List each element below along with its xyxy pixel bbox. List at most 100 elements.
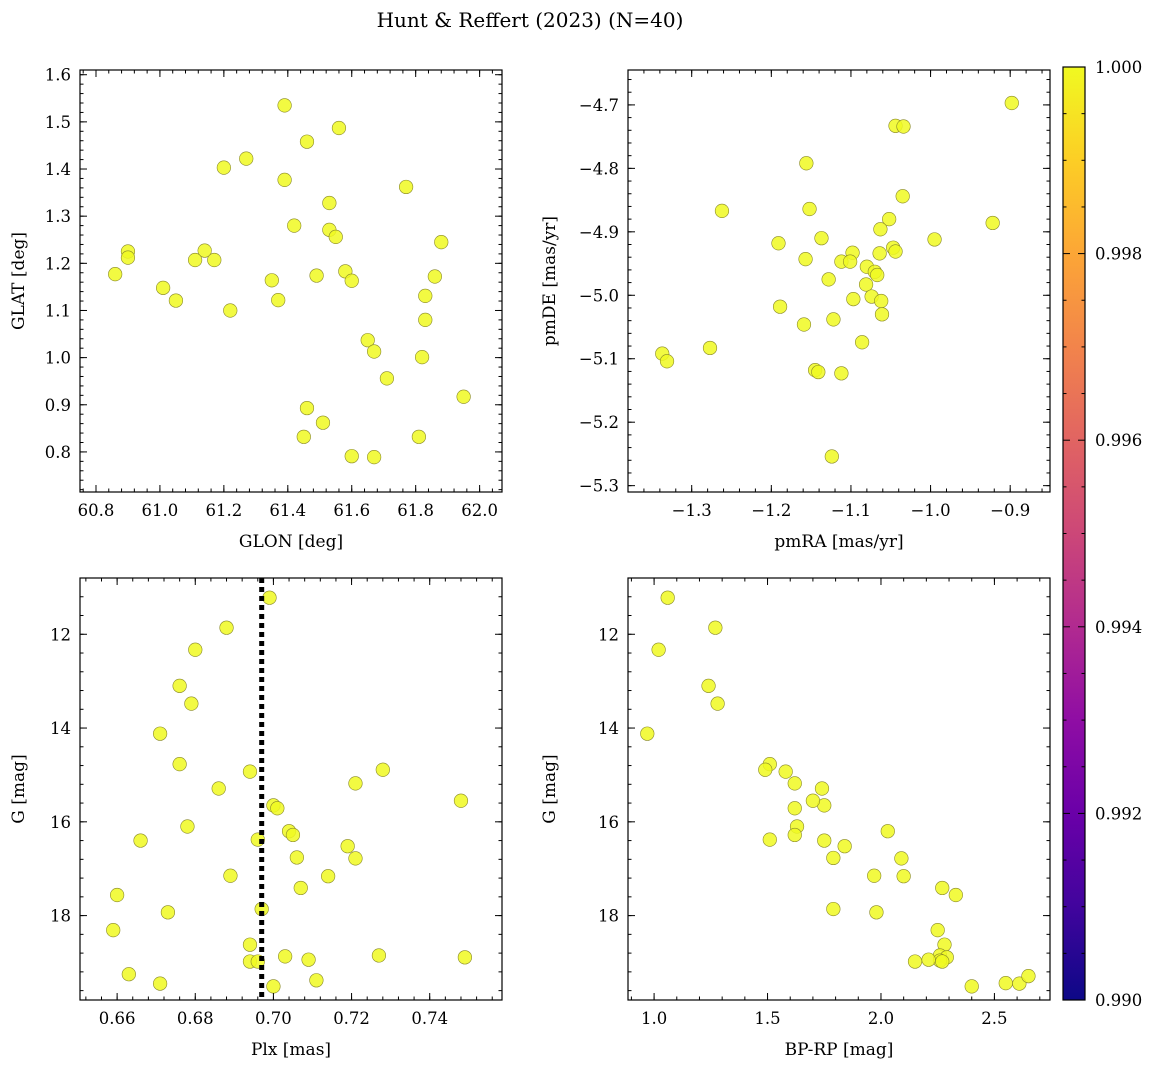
data-point (156, 280, 171, 295)
x-tick-label: 0.72 (333, 1009, 370, 1028)
data-point (344, 273, 359, 288)
y-tick-label: 18 (598, 907, 619, 926)
data-point (1021, 968, 1036, 984)
data-point (802, 201, 817, 217)
data-point (659, 354, 675, 369)
y-axis-label: G [mag] (540, 754, 560, 823)
data-point (796, 317, 812, 332)
data-point (873, 222, 888, 237)
data-point (287, 218, 302, 233)
data-point (299, 400, 315, 416)
data-point (882, 212, 897, 227)
data-point (277, 172, 292, 187)
x-tick-label: 61.0 (142, 501, 179, 520)
data-point (880, 824, 895, 839)
data-point (778, 764, 793, 779)
x-tick-label: 61.6 (333, 501, 370, 520)
data-point (301, 952, 316, 967)
data-point (418, 288, 433, 303)
x-tick-label: −1.3 (672, 501, 712, 520)
data-point (457, 950, 472, 965)
data-point (453, 793, 469, 808)
axes-frame (627, 577, 1051, 1001)
y-tick-label: 14 (598, 719, 619, 738)
y-tick-label: 14 (50, 719, 71, 738)
data-point (153, 726, 168, 741)
y-tick-label: −5.1 (579, 350, 619, 369)
x-tick-label: 61.4 (269, 501, 306, 520)
colorbar-tick-label: 0.996 (1095, 431, 1142, 450)
data-point (935, 954, 950, 969)
colorbar-tick-label: 0.994 (1095, 618, 1142, 637)
data-point (328, 229, 343, 245)
x-tick-label: 0.68 (177, 1009, 214, 1028)
x-axis-label: GLON [deg] (239, 532, 343, 552)
data-point (223, 868, 238, 883)
data-point (826, 850, 841, 866)
data-point (821, 272, 836, 287)
y-tick-label: −5.3 (579, 477, 619, 496)
x-tick-label: 0.74 (411, 1009, 448, 1028)
x-axis-label: pmRA [mas/yr] (774, 532, 903, 552)
data-point (930, 923, 945, 938)
data-point (360, 333, 375, 348)
data-point (160, 905, 176, 920)
x-tick-label: −1.0 (911, 501, 951, 520)
colorbar: 0.990 0.992 0.994 0.996 0.998 1.000 (1062, 58, 1142, 1010)
x-tick-label: 62.0 (461, 501, 498, 520)
x-axis-label: BP-RP [mag] (785, 1040, 894, 1060)
data-point (640, 726, 655, 741)
data-point (348, 851, 363, 866)
data-point (340, 839, 355, 854)
data-point (367, 344, 382, 359)
y-axis-label: G [mag] (9, 754, 29, 823)
x-tick-label: 1.0 (641, 1009, 667, 1028)
data-point (299, 134, 315, 149)
data-point (762, 832, 777, 847)
data-point (787, 776, 802, 791)
data-point (172, 757, 187, 772)
data-point (758, 762, 773, 777)
data-point (411, 429, 426, 444)
data-point (344, 449, 359, 464)
data-point (289, 850, 304, 865)
data-point (379, 371, 395, 386)
data-point (315, 415, 331, 430)
colorbar-tick-label: 0.990 (1095, 991, 1142, 1010)
colorbar-tick-label: 0.992 (1095, 804, 1142, 823)
data-point (814, 781, 830, 796)
y-tick-label: −5.2 (579, 413, 619, 432)
data-point (651, 642, 666, 657)
data-point (371, 948, 387, 963)
data-point (322, 195, 337, 211)
data-point (834, 366, 849, 381)
data-point (375, 762, 390, 777)
y-tick-label: 1.3 (45, 207, 71, 226)
data-point (935, 880, 950, 896)
y-tick-label: 16 (598, 813, 619, 832)
data-point (398, 179, 414, 195)
axes-frame (627, 69, 1051, 493)
y-tick-label: −4.9 (579, 223, 619, 242)
data-point (894, 851, 909, 866)
x-tick-label: 61.8 (397, 501, 434, 520)
x-axis-label: Plx [mas] (251, 1040, 331, 1060)
data-point (262, 590, 277, 605)
data-point (106, 923, 121, 938)
data-point (998, 976, 1013, 991)
data-point (207, 252, 222, 268)
data-point (367, 450, 382, 465)
data-point (888, 244, 903, 259)
axes-frame (79, 577, 503, 1001)
data-point (799, 156, 814, 171)
data-point (869, 905, 884, 920)
data-point (771, 236, 786, 251)
data-point (787, 801, 802, 816)
y-tick-label: 1.6 (45, 66, 71, 85)
data-point (985, 215, 1000, 231)
data-point (172, 678, 187, 693)
data-point (216, 160, 231, 175)
data-point (964, 979, 979, 994)
data-point (110, 887, 125, 903)
